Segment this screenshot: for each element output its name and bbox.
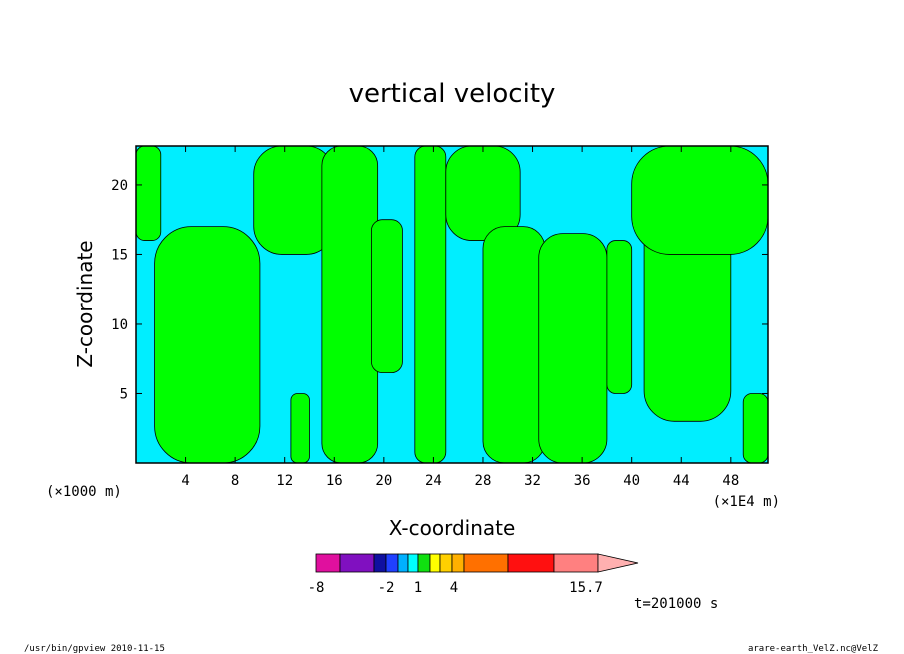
colorbar-labels: -8 -2 1 4 15.7 [308,580,603,596]
y-tick-label: 15 [111,247,128,263]
x-tick-label: 20 [375,473,392,489]
x-tick-label: 12 [276,473,293,489]
colorbar [315,553,639,573]
x-tick-label: 28 [475,473,492,489]
x-tick-label: 40 [623,473,640,489]
positive-region [606,240,633,394]
colorbar-segment [407,553,419,573]
x-tick-label: 32 [524,473,541,489]
colorbar-segment [439,553,453,573]
colorbar-segment [339,553,375,573]
colorbar-label: 15.7 [569,580,603,596]
colorbar-segment [373,553,387,573]
positive-region [414,145,447,464]
x-unit-left: (×1000 m) [46,484,122,500]
y-tick-label: 20 [111,178,128,194]
colorbar-label: -8 [308,580,325,596]
colorbar-segment [451,553,465,573]
positive-regions [135,145,769,464]
positive-region [135,145,162,241]
x-tick-label: 8 [231,473,239,489]
colorbar-segment [553,553,599,573]
colorbar-segment [463,553,509,573]
x-ticks: 4 8 12 16 20 24 28 32 36 40 44 48 [181,146,739,489]
colorbar-segment [315,553,341,573]
colorbar-segment [429,553,441,573]
chart-title: vertical velocity [349,79,556,109]
positive-region [154,226,261,464]
time-label: t=201000 s [634,596,718,612]
x-tick-label: 24 [425,473,442,489]
x-tick-label: 4 [181,473,189,489]
colorbar-segment [385,553,399,573]
colorbar-arrow [597,553,639,573]
positive-region [538,233,608,464]
colorbar-label: 1 [414,580,422,596]
y-axis-label: Z-coordinate [73,240,97,367]
colorbar-label: 4 [450,580,458,596]
x-unit-right: (×1E4 m) [713,494,780,510]
y-tick-label: 10 [111,317,128,333]
x-tick-label: 16 [326,473,343,489]
x-axis-label: X-coordinate [389,516,516,540]
positive-region [371,219,403,374]
x-tick-label: 44 [673,473,690,489]
positive-region [482,226,546,464]
positive-region [631,145,769,255]
x-tick-label: 48 [722,473,739,489]
colorbar-segment [417,553,431,573]
y-ticks: 5 10 15 20 [111,178,768,402]
positive-region [290,393,310,464]
footer-source: arare-earth_VelZ.nc@VelZ [748,644,879,654]
x-tick-label: 36 [574,473,591,489]
colorbar-segment [397,553,409,573]
positive-region [742,393,769,464]
footer-program: /usr/bin/gpview 2010-11-15 [24,644,165,654]
colorbar-label: -2 [378,580,395,596]
plot-frame [135,145,769,464]
positive-region [321,145,379,464]
y-tick-label: 5 [120,386,128,402]
colorbar-segment [507,553,555,573]
